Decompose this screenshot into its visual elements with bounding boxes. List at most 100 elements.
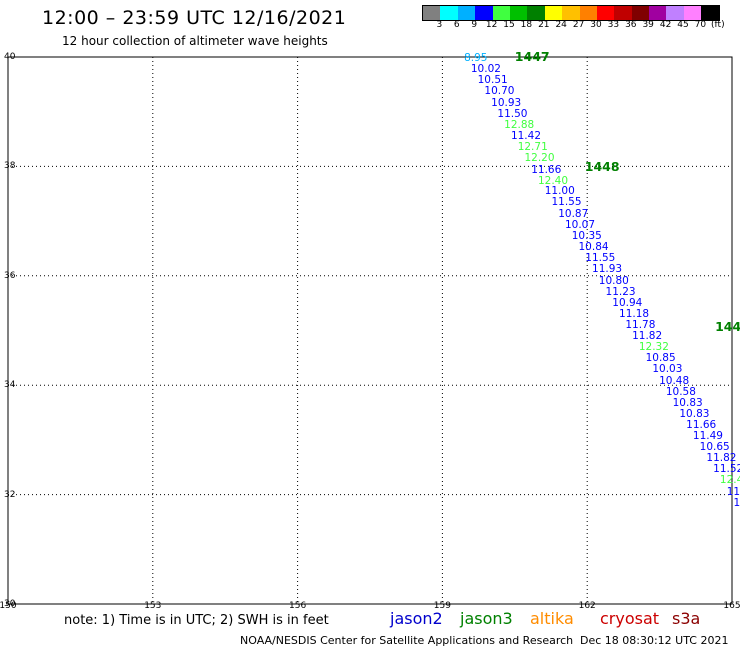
wave-height-label: 10.03 [652,363,683,376]
wave-height-label: 11.66 [531,163,562,176]
longitude-label: 162 [578,601,596,611]
wave-height-label: 12.88 [504,118,535,131]
wave-height-label: 10.83 [679,408,710,421]
color-swatch [631,6,650,20]
wave-height-label: 11.66 [686,419,717,432]
color-swatch [666,6,684,20]
credit-line: NOAA/NESDIS Center for Satellite Applica… [240,634,574,647]
color-swatch [562,6,580,20]
longitude-label: 165 [723,601,740,611]
wave-height-label: 11.23 [605,285,636,298]
wave-height-label: 10.80 [598,274,629,287]
color-swatch [457,6,476,20]
wave-height-label: 11.49 [692,429,723,442]
map-title: 12:00 – 23:59 UTC 12/16/2021 [42,7,347,29]
color-scale-unit: (ft) [711,20,725,30]
satellite-legend-cryosat: cryosat [600,609,660,628]
color-scale-tick: 70 [694,20,707,30]
wave-height-label: 11.18 [619,307,650,320]
color-swatch [596,6,615,20]
satellite-legend-s3a: s3a [672,609,701,628]
wave-height-label: 12.40 [537,174,569,187]
color-scale-bar [422,5,720,21]
color-scale-labels: 3 6 9 12 15 18 21 24 27 30 33 36 39 42 45 70 (ft) [422,20,740,34]
latitude-label: 30 [4,599,16,609]
wave-height-label: 11.55 [585,252,616,265]
longitude-label: 159 [433,601,451,611]
color-scale-tick: 33 [607,20,620,30]
latitude-label: 38 [4,161,16,172]
pass-number-label: 1447 [514,49,550,64]
pass-number-label: 1449 [715,319,740,335]
pass-number-label: 1448 [584,159,620,175]
wave-height-label: 10.84 [578,241,609,254]
wave-height-label: 10.93 [491,96,522,109]
color-swatch [683,6,702,20]
color-scale-tick: 12 [485,20,498,30]
wave-height-label: 11.42 [510,130,541,143]
map-subtitle: 12 hour collection of altimeter wave hei… [62,34,328,48]
longitude-label: 150 [0,601,17,611]
color-swatch [527,6,545,20]
satellite-legend-altika: altika [530,609,574,628]
color-swatch [701,6,719,20]
color-scale-tick: 27 [572,20,585,30]
color-scale-tick: 18 [520,20,533,30]
wave-height-label: 10.94 [612,296,643,309]
satellite-legend-jason3: jason3 [460,609,513,628]
color-scale-tick: 6 [453,20,460,30]
color-scale-tick: 24 [555,20,567,30]
wave-height-label: 11.78 [625,318,656,331]
color-scale-tick: 15 [503,20,515,30]
color-swatch [492,6,510,20]
color-scale-tick: 3 [436,20,443,30]
color-scale-tick: 36 [625,20,637,30]
wave-height-label: 8.95 [464,52,488,64]
wave-height-label: 10.87 [558,207,589,220]
wave-height-label: 12.20 [524,152,555,165]
wave-height-label: 12.46 [719,474,740,487]
wave-height-label: 11.50 [497,107,528,120]
wave-height-label: 11.50 [726,485,740,498]
wave-height-label: 10.65 [699,441,730,454]
wave-height-label: 10.48 [659,374,690,387]
wave-height-label: 10.70 [484,85,515,98]
color-swatch [544,6,563,20]
color-scale-tick: 9 [471,20,478,30]
color-swatch [649,6,667,20]
wave-height-label: 10.58 [665,385,696,398]
color-scale-tick: 30 [590,20,602,30]
wave-height-label: 11.82 [706,452,737,465]
wave-height-label: 10.35 [571,229,602,242]
color-swatch [475,6,493,20]
wave-height-label: 11.55 [551,196,582,209]
color-scale-tick: 45 [677,20,689,30]
longitude-label: 153 [144,601,162,611]
latitude-label: 32 [4,489,16,500]
wave-height-label: 10.83 [672,396,703,409]
wave-height-label: 10.85 [645,352,676,365]
color-scale-tick: 42 [659,20,672,30]
latitude-label: 36 [4,270,16,281]
wave-height-label: 11.82 [632,329,663,342]
satellite-legend-jason2: jason2 [390,609,443,628]
color-scale-tick: 39 [642,20,654,30]
wave-height-label: 10.51 [477,74,508,87]
color-swatch [614,6,632,20]
footer-note: note: 1) Time is in UTC; 2) SWH is in fe… [64,613,329,628]
color-swatch [579,6,597,20]
wave-height-label: 11.00 [544,185,575,198]
wave-height-label: 10.07 [564,218,596,231]
color-scale-tick: 21 [538,20,550,30]
wave-height-label: 11.52 [713,463,740,476]
wave-height-label: 12.71 [517,141,548,154]
wave-height-label: 10.02 [470,63,501,76]
generation-timestamp: Dec 18 08:30:12 UTC 2021 [580,634,729,647]
color-swatch [423,6,441,20]
wave-height-label: 12.32 [638,341,669,354]
latitude-label: 34 [4,380,16,391]
map-frame [7,56,733,605]
wave-height-label: 11.93 [592,263,623,276]
color-swatch [509,6,528,20]
